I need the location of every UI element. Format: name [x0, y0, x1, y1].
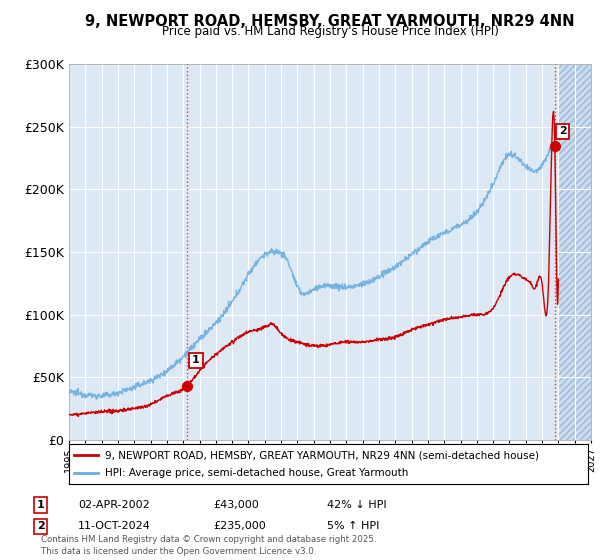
Bar: [559, 64, 591, 440]
Text: 42% ↓ HPI: 42% ↓ HPI: [327, 500, 386, 510]
Text: 1: 1: [37, 500, 44, 510]
Text: 11-OCT-2024: 11-OCT-2024: [78, 521, 151, 531]
Text: 02-APR-2002: 02-APR-2002: [78, 500, 150, 510]
Text: Price paid vs. HM Land Registry's House Price Index (HPI): Price paid vs. HM Land Registry's House …: [161, 25, 499, 38]
Text: 9, NEWPORT ROAD, HEMSBY, GREAT YARMOUTH, NR29 4NN: 9, NEWPORT ROAD, HEMSBY, GREAT YARMOUTH,…: [85, 14, 575, 29]
Text: HPI: Average price, semi-detached house, Great Yarmouth: HPI: Average price, semi-detached house,…: [106, 468, 409, 478]
Text: 5% ↑ HPI: 5% ↑ HPI: [327, 521, 379, 531]
Text: 2: 2: [37, 521, 44, 531]
Text: 9, NEWPORT ROAD, HEMSBY, GREAT YARMOUTH, NR29 4NN (semi-detached house): 9, NEWPORT ROAD, HEMSBY, GREAT YARMOUTH,…: [106, 450, 539, 460]
Text: £235,000: £235,000: [213, 521, 266, 531]
Text: 2: 2: [559, 127, 566, 137]
Text: 1: 1: [192, 355, 200, 365]
Text: £43,000: £43,000: [213, 500, 259, 510]
Text: Contains HM Land Registry data © Crown copyright and database right 2025.
This d: Contains HM Land Registry data © Crown c…: [41, 535, 376, 556]
